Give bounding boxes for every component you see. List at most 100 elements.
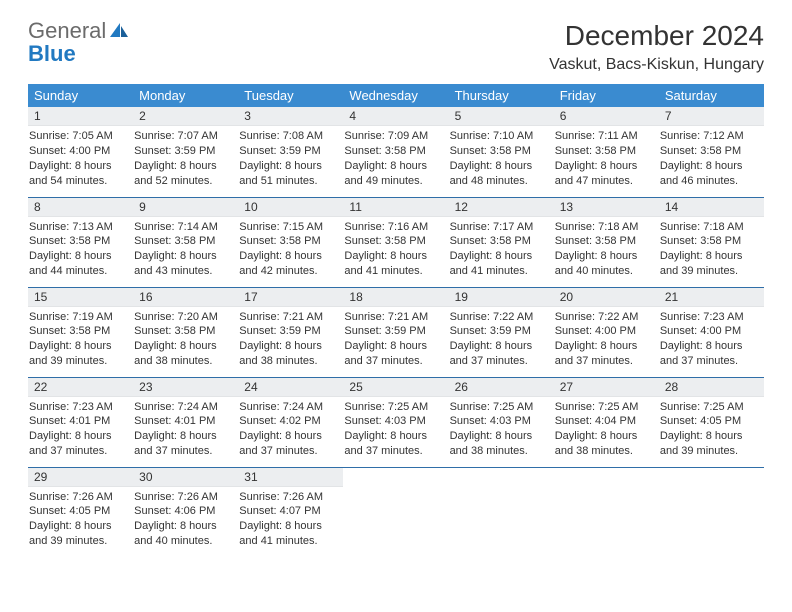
- day-content: Sunrise: 7:25 AMSunset: 4:05 PMDaylight:…: [659, 397, 764, 462]
- calendar-week-row: 1Sunrise: 7:05 AMSunset: 4:00 PMDaylight…: [28, 107, 764, 197]
- day-header: Saturday: [659, 84, 764, 107]
- daylight-text: Daylight: 8 hours and 39 minutes.: [660, 429, 759, 459]
- sunrise-text: Sunrise: 7:26 AM: [29, 490, 128, 505]
- sunset-text: Sunset: 3:58 PM: [134, 324, 233, 339]
- daylight-text: Daylight: 8 hours and 38 minutes.: [239, 339, 338, 369]
- day-number: 6: [554, 107, 659, 126]
- day-header: Tuesday: [238, 84, 343, 107]
- day-content: Sunrise: 7:23 AMSunset: 4:01 PMDaylight:…: [28, 397, 133, 462]
- day-content: Sunrise: 7:07 AMSunset: 3:59 PMDaylight:…: [133, 126, 238, 191]
- day-content: Sunrise: 7:18 AMSunset: 3:58 PMDaylight:…: [659, 217, 764, 282]
- day-number: 18: [343, 288, 448, 307]
- sunrise-text: Sunrise: 7:21 AM: [344, 310, 443, 325]
- calendar-day-cell: ..: [659, 467, 764, 557]
- day-content: Sunrise: 7:15 AMSunset: 3:58 PMDaylight:…: [238, 217, 343, 282]
- sunrise-text: Sunrise: 7:24 AM: [134, 400, 233, 415]
- calendar-day-cell: 7Sunrise: 7:12 AMSunset: 3:58 PMDaylight…: [659, 107, 764, 197]
- calendar-day-cell: 10Sunrise: 7:15 AMSunset: 3:58 PMDayligh…: [238, 197, 343, 287]
- day-number: 22: [28, 378, 133, 397]
- sunset-text: Sunset: 3:59 PM: [239, 144, 338, 159]
- sunset-text: Sunset: 4:01 PM: [134, 414, 233, 429]
- day-header: Monday: [133, 84, 238, 107]
- sunset-text: Sunset: 3:58 PM: [29, 324, 128, 339]
- day-number: 7: [659, 107, 764, 126]
- calendar-day-cell: 22Sunrise: 7:23 AMSunset: 4:01 PMDayligh…: [28, 377, 133, 467]
- sunset-text: Sunset: 3:58 PM: [555, 234, 654, 249]
- day-content: Sunrise: 7:26 AMSunset: 4:05 PMDaylight:…: [28, 487, 133, 552]
- day-content: Sunrise: 7:26 AMSunset: 4:06 PMDaylight:…: [133, 487, 238, 552]
- daylight-text: Daylight: 8 hours and 42 minutes.: [239, 249, 338, 279]
- day-number: 19: [449, 288, 554, 307]
- day-content: Sunrise: 7:21 AMSunset: 3:59 PMDaylight:…: [238, 307, 343, 372]
- day-number: 8: [28, 198, 133, 217]
- page-title: December 2024: [549, 20, 764, 52]
- sunrise-text: Sunrise: 7:11 AM: [555, 129, 654, 144]
- day-content: Sunrise: 7:21 AMSunset: 3:59 PMDaylight:…: [343, 307, 448, 372]
- calendar-week-row: 15Sunrise: 7:19 AMSunset: 3:58 PMDayligh…: [28, 287, 764, 377]
- calendar-day-cell: 4Sunrise: 7:09 AMSunset: 3:58 PMDaylight…: [343, 107, 448, 197]
- sunset-text: Sunset: 4:01 PM: [29, 414, 128, 429]
- calendar-day-cell: 3Sunrise: 7:08 AMSunset: 3:59 PMDaylight…: [238, 107, 343, 197]
- daylight-text: Daylight: 8 hours and 37 minutes.: [660, 339, 759, 369]
- daylight-text: Daylight: 8 hours and 37 minutes.: [134, 429, 233, 459]
- day-header: Wednesday: [343, 84, 448, 107]
- calendar-day-cell: 8Sunrise: 7:13 AMSunset: 3:58 PMDaylight…: [28, 197, 133, 287]
- day-number: 17: [238, 288, 343, 307]
- day-content: Sunrise: 7:16 AMSunset: 3:58 PMDaylight:…: [343, 217, 448, 282]
- page-header: General Blue December 2024 Vaskut, Bacs-…: [28, 20, 764, 74]
- day-header-row: Sunday Monday Tuesday Wednesday Thursday…: [28, 84, 764, 107]
- calendar-day-cell: 12Sunrise: 7:17 AMSunset: 3:58 PMDayligh…: [449, 197, 554, 287]
- day-content: Sunrise: 7:25 AMSunset: 4:03 PMDaylight:…: [449, 397, 554, 462]
- day-number: 31: [238, 468, 343, 487]
- day-content: Sunrise: 7:24 AMSunset: 4:01 PMDaylight:…: [133, 397, 238, 462]
- sunset-text: Sunset: 4:02 PM: [239, 414, 338, 429]
- sunset-text: Sunset: 3:58 PM: [29, 234, 128, 249]
- sunrise-text: Sunrise: 7:16 AM: [344, 220, 443, 235]
- calendar-day-cell: 15Sunrise: 7:19 AMSunset: 3:58 PMDayligh…: [28, 287, 133, 377]
- day-number: 4: [343, 107, 448, 126]
- day-number: 15: [28, 288, 133, 307]
- day-number: 11: [343, 198, 448, 217]
- sunset-text: Sunset: 3:59 PM: [344, 324, 443, 339]
- daylight-text: Daylight: 8 hours and 51 minutes.: [239, 159, 338, 189]
- sunset-text: Sunset: 4:07 PM: [239, 504, 338, 519]
- calendar-day-cell: 2Sunrise: 7:07 AMSunset: 3:59 PMDaylight…: [133, 107, 238, 197]
- daylight-text: Daylight: 8 hours and 41 minutes.: [450, 249, 549, 279]
- calendar-day-cell: 19Sunrise: 7:22 AMSunset: 3:59 PMDayligh…: [449, 287, 554, 377]
- calendar-day-cell: ..: [449, 467, 554, 557]
- day-content: Sunrise: 7:18 AMSunset: 3:58 PMDaylight:…: [554, 217, 659, 282]
- daylight-text: Daylight: 8 hours and 39 minutes.: [29, 339, 128, 369]
- calendar-day-cell: 14Sunrise: 7:18 AMSunset: 3:58 PMDayligh…: [659, 197, 764, 287]
- sunset-text: Sunset: 4:03 PM: [450, 414, 549, 429]
- sunrise-text: Sunrise: 7:18 AM: [660, 220, 759, 235]
- logo-text-blue: Blue: [28, 41, 76, 66]
- daylight-text: Daylight: 8 hours and 37 minutes.: [555, 339, 654, 369]
- sunset-text: Sunset: 3:58 PM: [660, 234, 759, 249]
- sunrise-text: Sunrise: 7:21 AM: [239, 310, 338, 325]
- calendar-day-cell: 13Sunrise: 7:18 AMSunset: 3:58 PMDayligh…: [554, 197, 659, 287]
- sunrise-text: Sunrise: 7:26 AM: [239, 490, 338, 505]
- calendar-day-cell: 5Sunrise: 7:10 AMSunset: 3:58 PMDaylight…: [449, 107, 554, 197]
- day-number: 2: [133, 107, 238, 126]
- daylight-text: Daylight: 8 hours and 48 minutes.: [450, 159, 549, 189]
- day-header: Sunday: [28, 84, 133, 107]
- daylight-text: Daylight: 8 hours and 44 minutes.: [29, 249, 128, 279]
- logo: General Blue: [28, 20, 130, 65]
- sunrise-text: Sunrise: 7:25 AM: [660, 400, 759, 415]
- day-content: Sunrise: 7:17 AMSunset: 3:58 PMDaylight:…: [449, 217, 554, 282]
- day-number: 30: [133, 468, 238, 487]
- day-number: 24: [238, 378, 343, 397]
- sunset-text: Sunset: 3:59 PM: [450, 324, 549, 339]
- day-content: Sunrise: 7:25 AMSunset: 4:03 PMDaylight:…: [343, 397, 448, 462]
- calendar-table: Sunday Monday Tuesday Wednesday Thursday…: [28, 84, 764, 557]
- sunset-text: Sunset: 3:59 PM: [134, 144, 233, 159]
- daylight-text: Daylight: 8 hours and 38 minutes.: [450, 429, 549, 459]
- day-number: 5: [449, 107, 554, 126]
- day-content: Sunrise: 7:10 AMSunset: 3:58 PMDaylight:…: [449, 126, 554, 191]
- sunrise-text: Sunrise: 7:08 AM: [239, 129, 338, 144]
- sunrise-text: Sunrise: 7:10 AM: [450, 129, 549, 144]
- daylight-text: Daylight: 8 hours and 39 minutes.: [660, 249, 759, 279]
- calendar-week-row: 8Sunrise: 7:13 AMSunset: 3:58 PMDaylight…: [28, 197, 764, 287]
- day-content: Sunrise: 7:19 AMSunset: 3:58 PMDaylight:…: [28, 307, 133, 372]
- calendar-day-cell: 24Sunrise: 7:24 AMSunset: 4:02 PMDayligh…: [238, 377, 343, 467]
